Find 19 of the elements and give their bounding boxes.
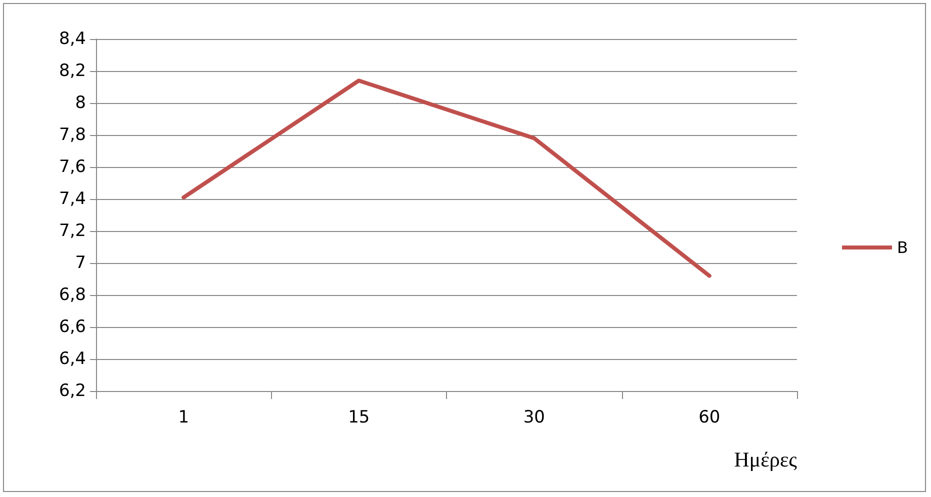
legend-label: B (897, 238, 908, 257)
y-tick-label: 6,2 (58, 381, 86, 401)
y-tick-label: 8 (75, 93, 86, 113)
y-tick-label: 8,4 (58, 29, 86, 49)
x-tick-label: 30 (523, 408, 545, 428)
y-tick-label: 6,6 (58, 317, 86, 337)
y-tick-label: 6,4 (58, 349, 86, 369)
y-tick-label: 7,2 (58, 221, 86, 241)
x-tick-label: 60 (698, 408, 720, 428)
y-tick-label: 7,6 (58, 157, 86, 177)
y-tick-label: 7,4 (58, 189, 86, 209)
y-tick-label: 7,8 (58, 125, 86, 145)
y-tick-label: 6,8 (58, 285, 86, 305)
x-tick-label: 1 (178, 408, 190, 428)
y-tick-label: 8,2 (58, 61, 86, 81)
x-axis-title: Ημέρες (734, 448, 798, 472)
line-series (182, 78, 712, 278)
y-tick-label: 7 (75, 253, 86, 273)
x-tick-label: 15 (348, 408, 370, 428)
